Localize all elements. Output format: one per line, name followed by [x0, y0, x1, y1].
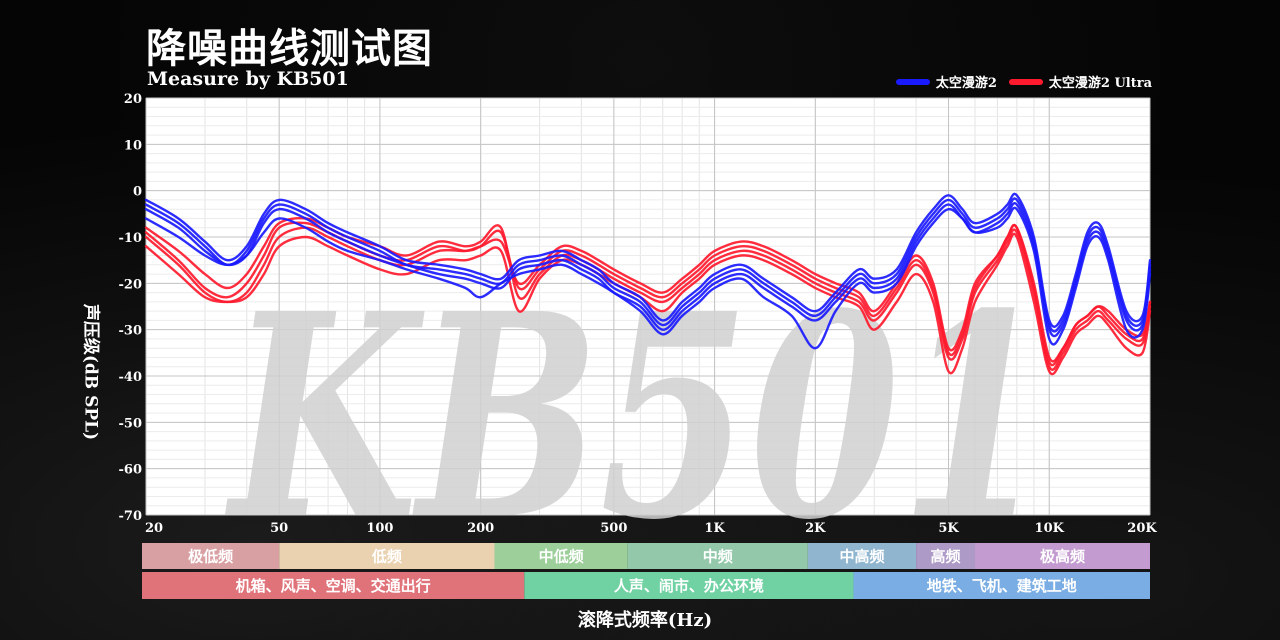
- y-tick-label: -40: [119, 370, 143, 385]
- legend-label: 太空漫游2: [935, 76, 997, 91]
- y-axis-label: 声压级(dB SPL): [80, 303, 101, 441]
- x-tick-label: 2K: [805, 521, 826, 536]
- band-block: [524, 572, 854, 599]
- band-label: 高频: [931, 547, 961, 565]
- y-tick-label: -20: [119, 277, 143, 292]
- band-block: [807, 543, 917, 569]
- band-label: 人声、闹市、办公环境: [614, 577, 764, 595]
- y-tick-label: -50: [119, 416, 143, 431]
- y-tick-label: -30: [119, 324, 143, 339]
- watermark-text: KB501: [223, 253, 1050, 582]
- major-grid: [145, 97, 1151, 516]
- legend-entry: 太空漫游2 Ultra: [1008, 72, 1152, 91]
- y-tick-label: -70: [119, 509, 143, 524]
- y-tick-label: 20: [124, 92, 142, 107]
- band-label: 中频: [703, 547, 733, 565]
- x-tick-label: 100: [366, 521, 393, 536]
- band-block: [494, 543, 628, 569]
- legend-entry: 太空漫游2: [895, 72, 997, 91]
- band-block: [916, 543, 976, 569]
- band-block: [975, 543, 1150, 569]
- x-tick-label: 200: [467, 521, 494, 536]
- legend: 太空漫游2 太空漫游2 Ultra: [895, 72, 1152, 91]
- series-line-6: [144, 232, 1152, 376]
- x-tick-labels: 20 50 100 200 500 1K 2K 5K 10K 20K: [145, 521, 1157, 536]
- band-label: 地铁、飞机、建筑工地: [927, 577, 1077, 595]
- band-label: 中低频: [539, 547, 584, 565]
- x-tick-label: 5K: [938, 521, 959, 536]
- y-tick-label: -60: [119, 463, 143, 478]
- series-group: [144, 192, 1152, 376]
- scenario-band-bar: 机箱、风声、空调、交通出行 人声、闹市、办公环境 地铁、飞机、建筑工地: [142, 572, 1150, 599]
- y-tick-label: 0: [133, 185, 142, 200]
- series-line-3: [144, 206, 1152, 350]
- band-block: [142, 543, 280, 569]
- band-label: 极高频: [1040, 547, 1085, 565]
- x-tick-label: 20K: [1127, 521, 1157, 536]
- x-tick-label: 500: [600, 521, 627, 536]
- band-block: [279, 543, 495, 569]
- band-block: [627, 543, 808, 569]
- x-tick-label: 50: [270, 521, 288, 536]
- chart-title: 降噪曲线测试图: [146, 26, 433, 72]
- band-block: [142, 572, 525, 599]
- x-tick-label: 20: [145, 521, 163, 536]
- legend-label: 太空漫游2 Ultra: [1048, 76, 1152, 91]
- x-tick-label: 10K: [1035, 521, 1065, 536]
- band-label: 极低频: [188, 547, 233, 565]
- band-label: 机箱、风声、空调、交通出行: [236, 577, 431, 595]
- x-axis-label: 滚降式频率(Hz): [577, 610, 713, 631]
- y-tick-label: -10: [119, 231, 143, 246]
- y-tick-label: 10: [124, 138, 142, 153]
- x-tick-label: 1K: [704, 521, 725, 536]
- chart-subtitle: Measure by KB501: [147, 68, 349, 90]
- band-label: 中高频: [839, 547, 884, 565]
- frequency-band-bar: 极低频 低频 中低频 中频 中高频 高频 极高频: [142, 543, 1150, 569]
- band-label: 低频: [371, 547, 402, 565]
- legend-swatch-blue: [895, 78, 930, 85]
- band-block: [853, 572, 1150, 599]
- y-tick-labels: 20 10 0 -10 -20 -30 -40 -50 -60 -70: [119, 92, 143, 524]
- legend-swatch-red: [1008, 78, 1043, 85]
